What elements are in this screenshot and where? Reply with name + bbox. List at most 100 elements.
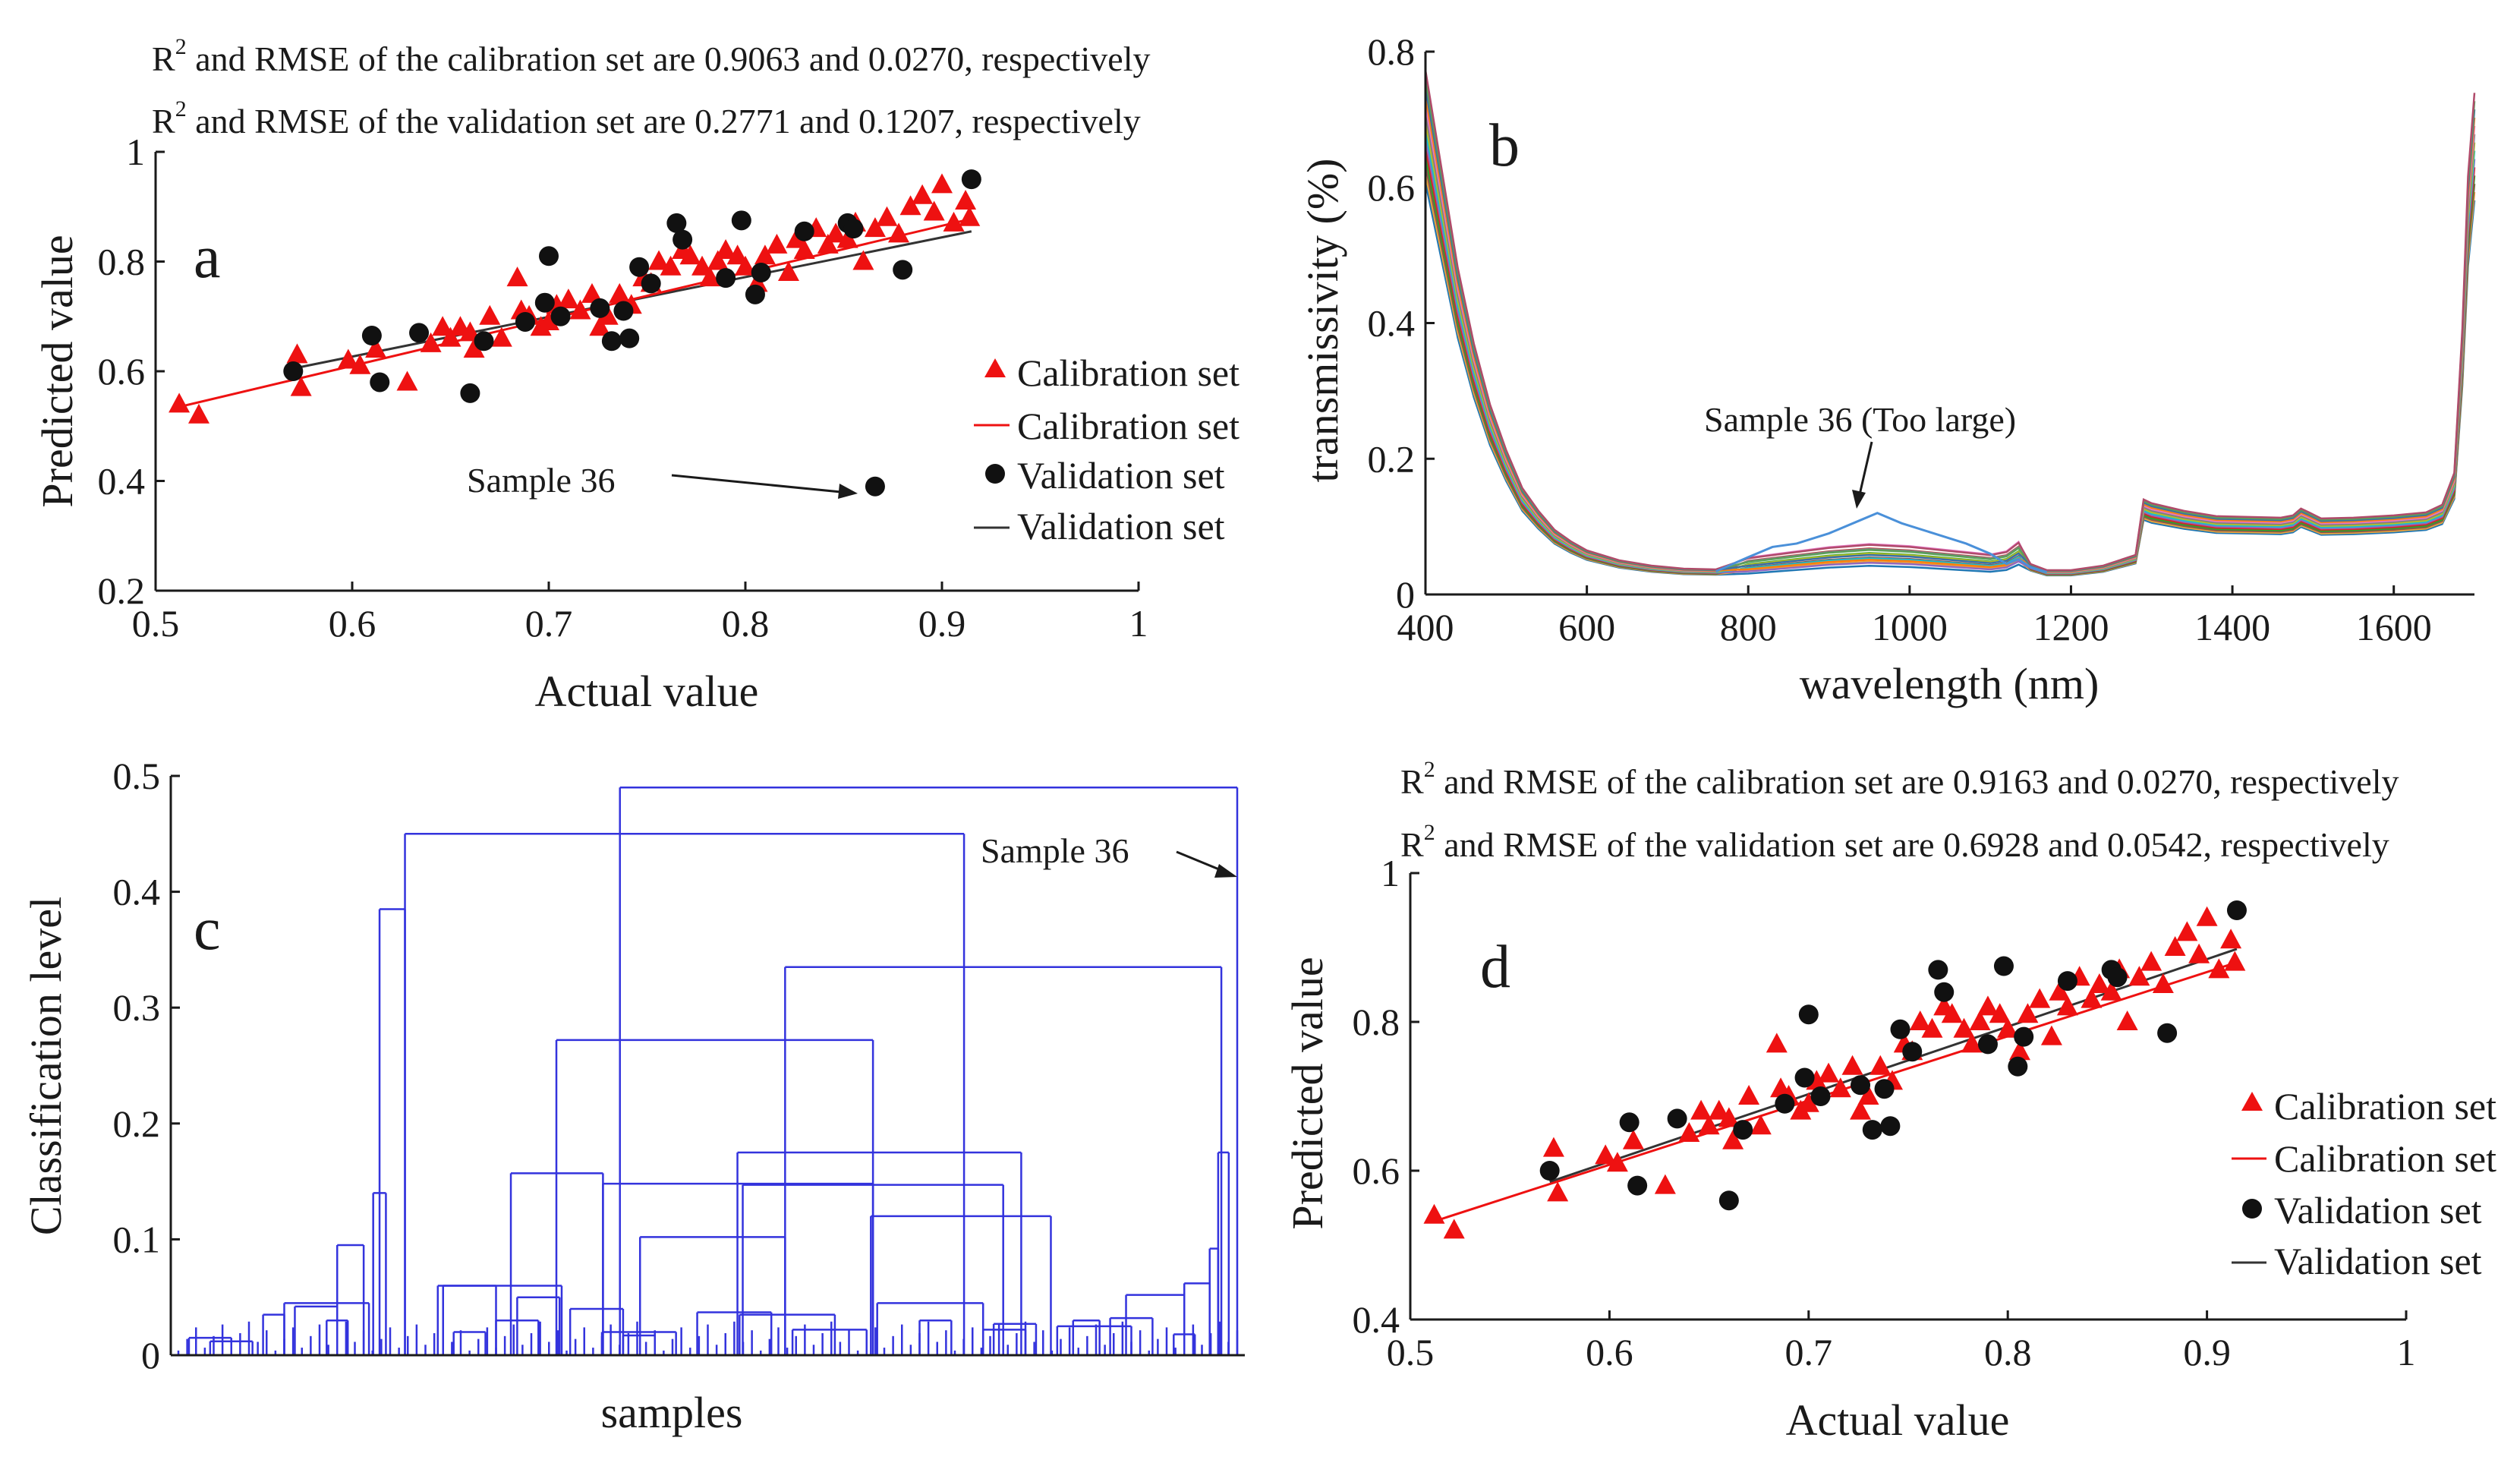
calibration-point	[1997, 1017, 2019, 1038]
calibration-point	[2017, 1003, 2039, 1023]
calibration-point	[581, 282, 603, 303]
panel-d-ylabel: Predicted value	[1283, 957, 1332, 1229]
calibration-point	[777, 260, 799, 281]
calibration-point	[1818, 1062, 1840, 1083]
calibration-point	[1595, 1144, 1617, 1165]
calibration-point	[1423, 1203, 1445, 1224]
calibration-point	[1829, 1077, 1851, 1098]
calibration-point	[557, 289, 579, 309]
validation-point	[1890, 1019, 1910, 1039]
panel-a-points	[169, 169, 981, 497]
calibration-point	[660, 255, 682, 276]
calibration-point	[365, 338, 387, 358]
calibration-point	[349, 354, 371, 374]
panel-d-legend: Calibration set Calibration set Validati…	[2232, 1085, 2496, 1282]
validation-point	[2014, 1026, 2034, 1047]
x-tick-label: 0.5	[132, 602, 180, 645]
x-tick-label: 1	[1129, 602, 1148, 645]
calibration-point	[648, 250, 670, 270]
validation-point	[1851, 1075, 1871, 1096]
validation-point	[1718, 1190, 1739, 1211]
validation-point	[1977, 1034, 1998, 1055]
legend-d-calibration-marker	[2241, 1092, 2263, 1111]
calibration-point	[432, 316, 454, 336]
calibration-point	[766, 233, 788, 254]
calibration-point	[1738, 1085, 1760, 1105]
calibration-point	[439, 326, 461, 347]
calibration-point	[1850, 1099, 1872, 1120]
calibration-point	[1977, 995, 1999, 1016]
calibration-point	[1989, 1003, 2011, 1023]
calibration-point	[691, 255, 713, 276]
validation-point	[409, 323, 430, 343]
panel-c-ticks: 0 0.1 0.2 0.3 0.4 0.5	[113, 755, 180, 1376]
validation-point	[641, 273, 661, 294]
panel-c-ylabel: Classification level	[21, 897, 71, 1235]
y-tick-label: 1	[126, 131, 145, 173]
spectrum-line	[1424, 78, 2476, 572]
calibration-point	[888, 222, 910, 243]
panel-a-xlabel: Actual value	[535, 667, 759, 716]
spectrum-line	[1424, 147, 2476, 575]
calibration-point	[1921, 1017, 1943, 1038]
validation-point	[534, 292, 555, 313]
y-tick-label: 0.4	[113, 871, 161, 913]
panel-b-letter: b	[1489, 112, 1520, 179]
y-tick-label: 0.2	[113, 1102, 161, 1145]
y-tick-label: 0	[141, 1334, 160, 1376]
x-tick-label: 0.9	[918, 602, 966, 645]
validation-fit-line	[1549, 947, 2238, 1184]
y-tick-label: 0.6	[98, 350, 146, 393]
panel-d-fit-lines	[1434, 947, 2238, 1223]
calibration-point	[609, 282, 631, 303]
calibration-point	[1690, 1099, 1712, 1120]
calibration-point	[337, 348, 359, 369]
calibration-point	[187, 403, 209, 424]
y-tick-label: 0.8	[1368, 30, 1416, 73]
calibration-point	[1722, 1129, 1744, 1149]
calibration-point	[2152, 973, 2174, 993]
validation-point	[794, 221, 814, 241]
calibration-point	[1698, 1115, 1720, 1135]
y-tick-label: 0.2	[1368, 437, 1416, 480]
panel-c-xlabel: samples	[601, 1388, 743, 1437]
calibration-point	[679, 244, 701, 265]
calibration-point	[959, 206, 981, 226]
spectrum-line	[1424, 130, 2476, 574]
calibration-point	[2029, 988, 2051, 1008]
x-tick-label: 1200	[2033, 606, 2109, 648]
panel-b-ticks: 400 600 800 1000 1200 1400 1600 0 0.2 0.4 0.6 0.8	[1368, 30, 2432, 648]
y-tick-label: 0.4	[1353, 1298, 1400, 1341]
calibration-point	[2008, 1040, 2030, 1061]
validation-point	[1775, 1093, 1795, 1114]
calibration-point	[1718, 1107, 1740, 1127]
x-tick-label: 800	[1720, 606, 1777, 648]
y-tick-label: 0.3	[113, 986, 161, 1029]
panel-a-ylabel: Predicted value	[33, 235, 82, 507]
validation-point	[601, 331, 622, 352]
spectrum-line	[1424, 139, 2476, 575]
spectrum-line	[1424, 173, 2476, 576]
x-tick-label: 0.8	[1984, 1331, 2032, 1373]
calibration-point	[506, 266, 528, 287]
validation-point	[283, 361, 304, 381]
calibration-point	[2220, 929, 2242, 949]
validation-point	[370, 372, 390, 393]
calibration-point	[1841, 1055, 1863, 1075]
spectrum-line	[1424, 121, 2476, 574]
validation-point	[460, 383, 480, 403]
x-tick-label: 1400	[2194, 606, 2270, 648]
calibration-point	[817, 233, 839, 254]
panel-d-ticks: 0.5 0.6 0.7 0.8 0.9 1 0.4 0.6 0.8 1	[1353, 852, 2416, 1373]
validation-point	[550, 306, 571, 326]
validation-point	[1934, 982, 1955, 1002]
calibration-point	[286, 343, 308, 364]
panel-d-xlabel: Actual value	[1786, 1395, 2010, 1445]
calibration-point	[2196, 906, 2218, 926]
x-tick-label: 0.8	[722, 602, 770, 645]
calibration-point	[923, 200, 945, 221]
x-tick-label: 1	[2397, 1331, 2416, 1373]
calibration-point	[2100, 980, 2122, 1001]
panel-d-annotation-calibration: R2 and RMSE of the calibration set are 0…	[1400, 757, 2399, 801]
panel-b-annotation: Sample 36 (Too large)	[1704, 400, 2016, 439]
